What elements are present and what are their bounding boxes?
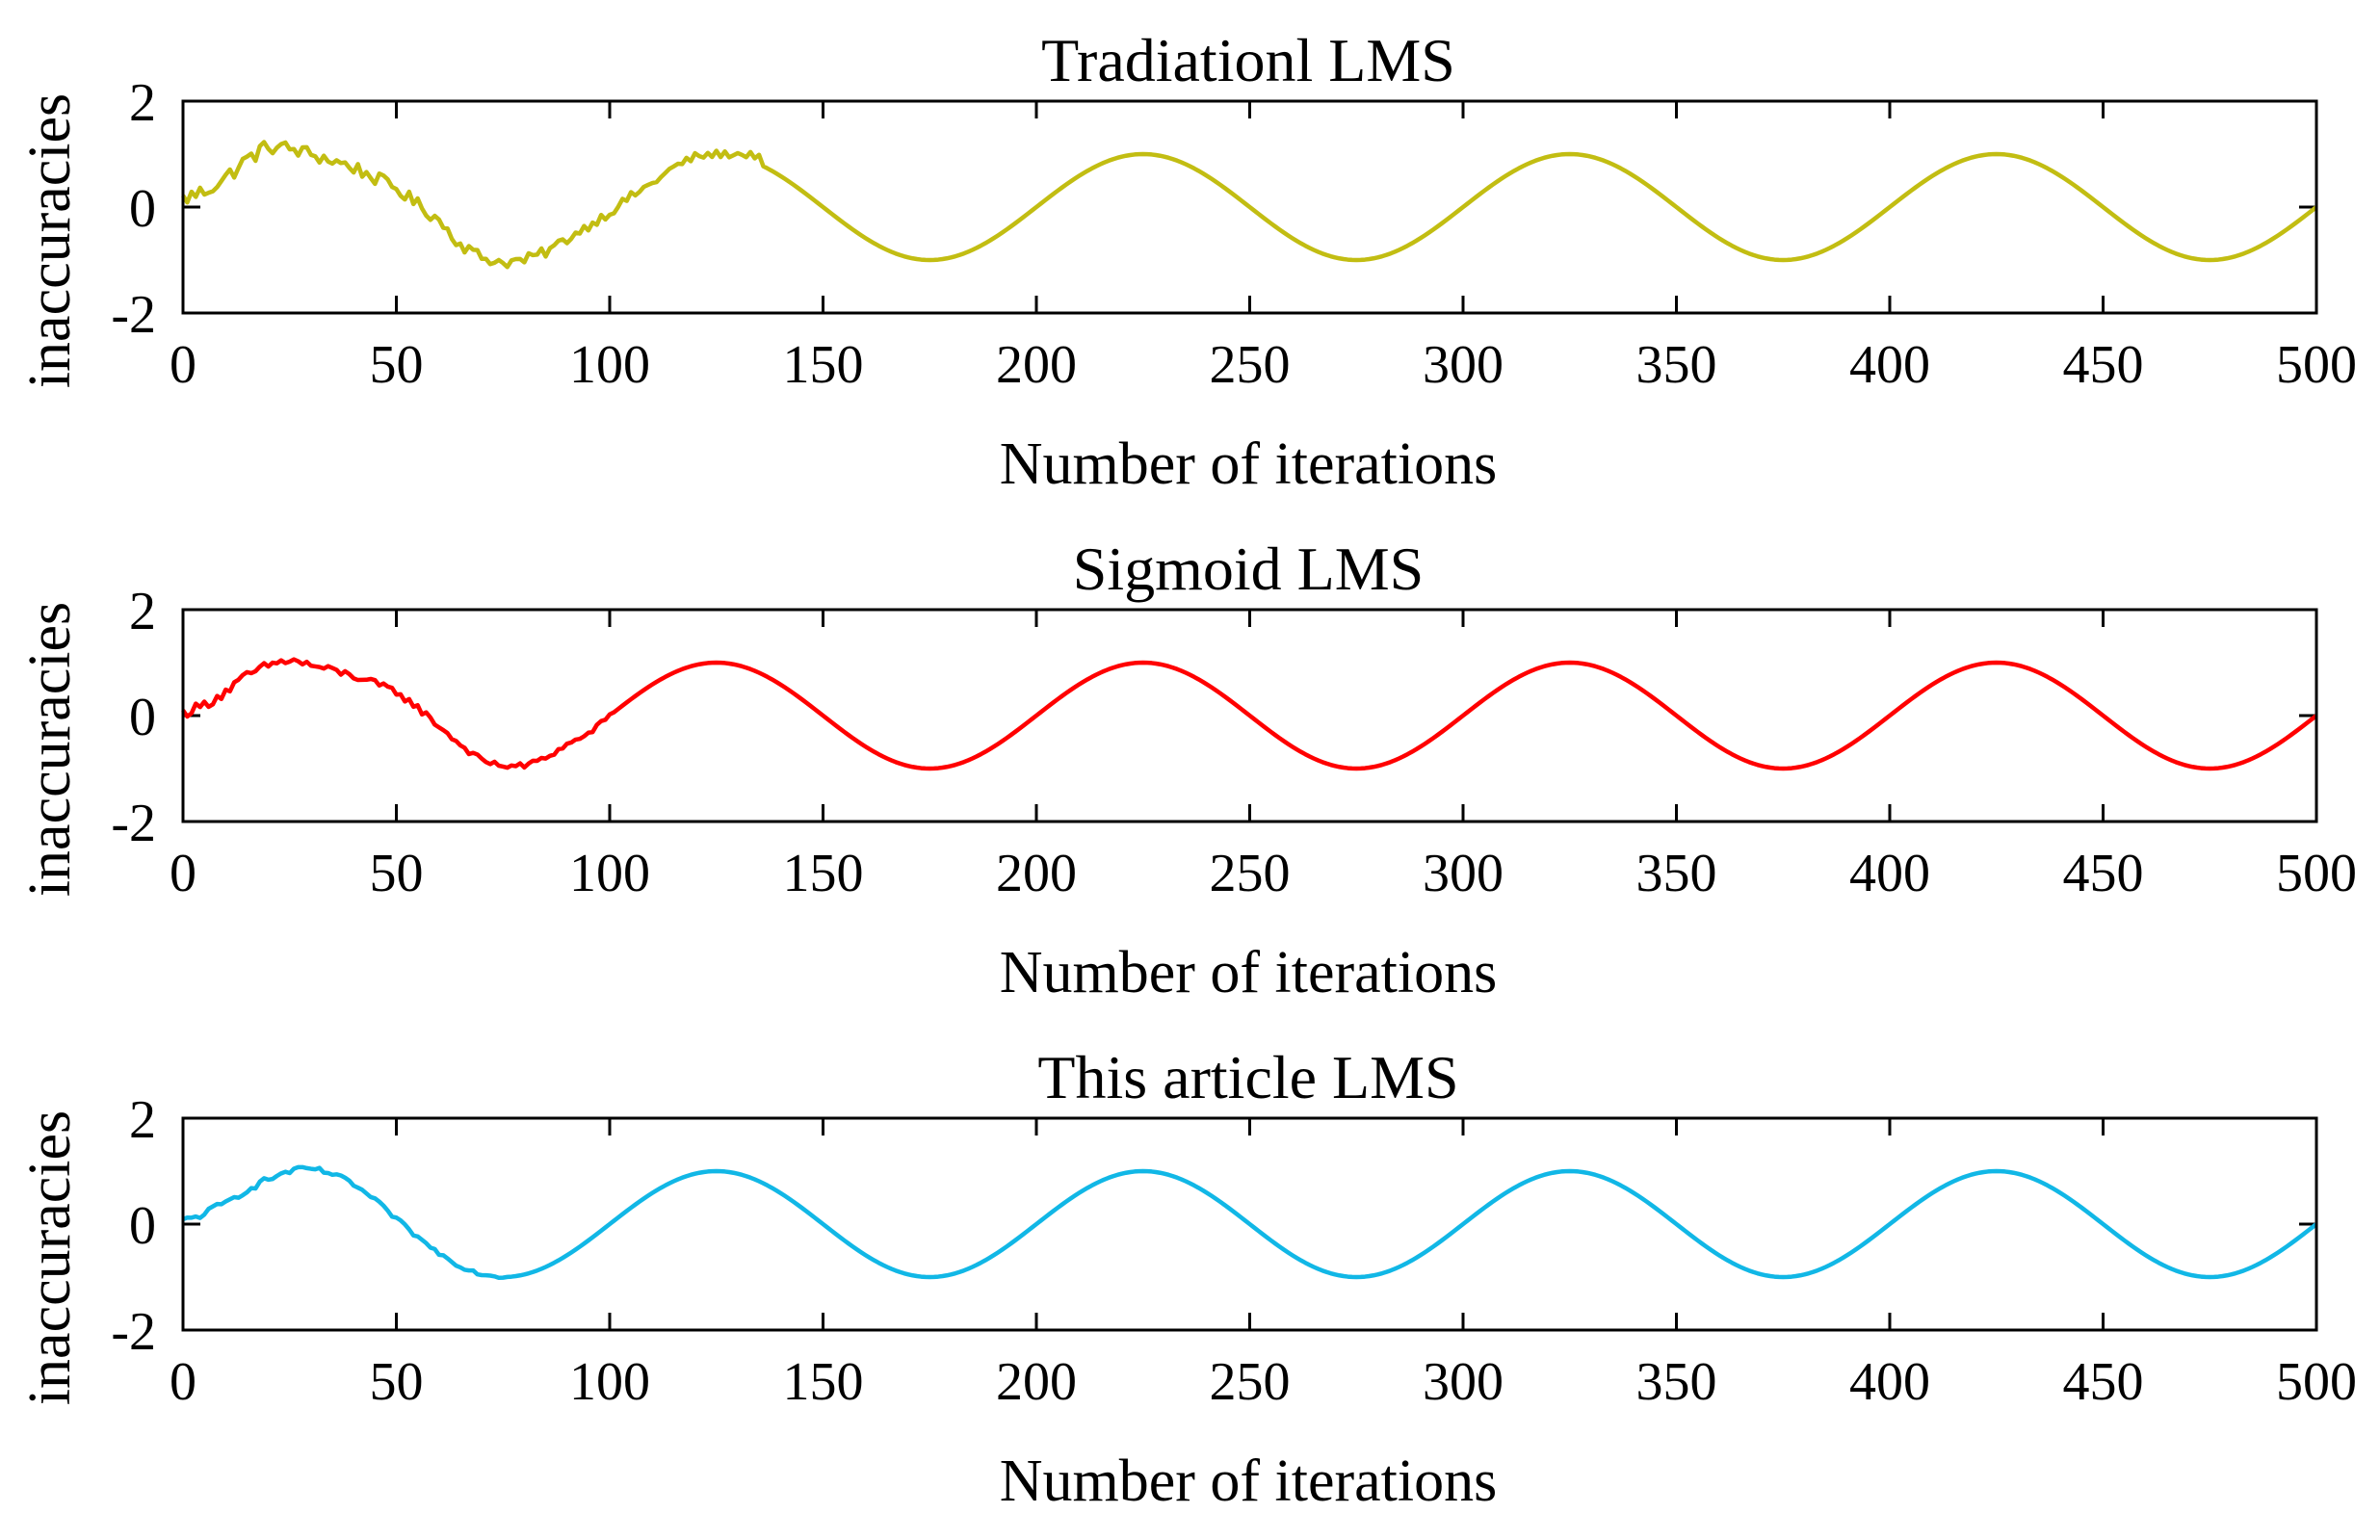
axes-frame <box>181 99 2318 315</box>
x-tick-label: 350 <box>1636 1352 1717 1412</box>
x-tick-label: 100 <box>569 335 650 395</box>
y-axis-label: inaccuracies <box>17 1110 83 1405</box>
x-tick-label: 200 <box>996 1352 1077 1412</box>
x-tick-label: 400 <box>1849 335 1930 395</box>
y-tick-label: 2 <box>129 73 156 133</box>
x-tick-label: 450 <box>2063 1352 2144 1412</box>
axes-frame <box>181 608 2318 823</box>
x-tick-label: 400 <box>1849 844 1930 903</box>
x-tick-label: 350 <box>1636 844 1717 903</box>
y-tick-label: -2 <box>111 1302 156 1362</box>
x-tick-label: 500 <box>2276 1352 2357 1412</box>
y-tick-label: -2 <box>111 794 156 853</box>
x-tick-label: 450 <box>2063 844 2144 903</box>
series-line <box>182 1164 2318 1281</box>
x-tick-label: 200 <box>996 844 1077 903</box>
x-tick-label: 100 <box>569 1352 650 1412</box>
x-tick-label: 50 <box>370 1352 424 1412</box>
x-tick-label: 0 <box>170 844 196 903</box>
subplot-title: Sigmoid LMS <box>1073 535 1425 603</box>
x-axis-label: Number of iterations <box>1000 431 1498 497</box>
y-tick-label: 2 <box>129 1090 156 1150</box>
series-line <box>181 657 2318 771</box>
axes-frame <box>181 1116 2318 1332</box>
x-tick-label: 150 <box>783 1352 864 1412</box>
x-tick-label: 300 <box>1423 844 1504 903</box>
subplot-title: Tradiationl LMS <box>1041 26 1455 94</box>
x-tick-label: 250 <box>1210 1352 1291 1412</box>
x-tick-label: 500 <box>2276 844 2357 903</box>
x-tick-label: 500 <box>2276 335 2357 395</box>
y-tick-label: 0 <box>129 688 156 747</box>
x-axis-label: Number of iterations <box>1000 1449 1498 1514</box>
x-axis-label: Number of iterations <box>1000 940 1498 1005</box>
x-tick-label: 50 <box>370 844 424 903</box>
y-axis-label: inaccuracies <box>17 602 83 897</box>
subplot-title: This article LMS <box>1037 1043 1458 1111</box>
y-axis-label: inaccuracies <box>17 93 83 388</box>
y-tick-label: 0 <box>129 179 156 239</box>
x-tick-label: 0 <box>170 335 196 395</box>
y-tick-label: 0 <box>129 1196 156 1256</box>
x-tick-label: 400 <box>1849 1352 1930 1412</box>
x-tick-label: 250 <box>1210 335 1291 395</box>
x-tick-label: 450 <box>2063 335 2144 395</box>
x-tick-label: 50 <box>370 335 424 395</box>
x-tick-label: 250 <box>1210 844 1291 903</box>
x-tick-label: 150 <box>783 844 864 903</box>
y-tick-label: 2 <box>129 582 156 641</box>
series-line <box>181 140 2318 270</box>
x-tick-label: 150 <box>783 335 864 395</box>
subplot-sigmoid-lms: Sigmoid LMS 0 50 100 150 200 250 300 350 400 450 5… <box>17 535 2357 1005</box>
x-tick-label: 0 <box>170 1352 196 1412</box>
subplot-tradiationl-lms: Tradiationl LMS 0 50 100 150 200 250 300 350 400… <box>17 26 2357 497</box>
subplot-this-article-lms: This article LMS 0 50 100 150 200 250 300 350 40… <box>17 1043 2357 1514</box>
x-tick-label: 200 <box>996 335 1077 395</box>
x-tick-label: 300 <box>1423 335 1504 395</box>
y-tick-label: -2 <box>111 285 156 345</box>
x-tick-label: 300 <box>1423 1352 1504 1412</box>
x-tick-label: 350 <box>1636 335 1717 395</box>
x-tick-label: 100 <box>569 844 650 903</box>
